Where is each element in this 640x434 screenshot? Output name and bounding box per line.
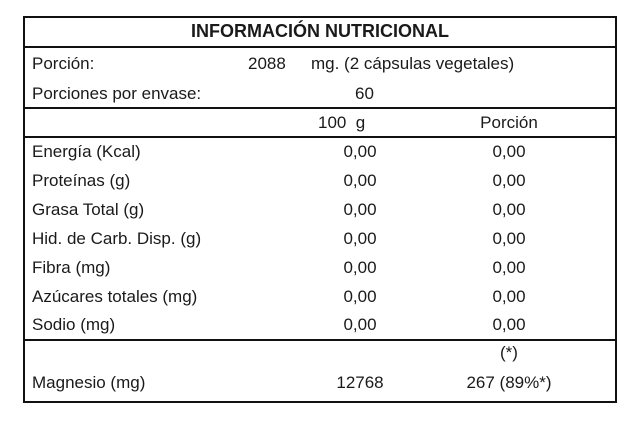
nutrient-per100: 0,00 [343,229,377,248]
magnesium-name: Magnesio (mg) [32,373,146,392]
nutrient-name: Energía (Kcal) [32,142,141,161]
servings-per-container-label: Porciones por envase: [32,84,202,103]
nutrient-per-serving: 0,00 [492,287,526,306]
nutrient-per-serving: 0,00 [492,258,526,277]
nutrient-per-serving: 0,00 [492,229,526,248]
nutrient-per-serving: 0,00 [492,315,526,334]
nutrient-per100: 0,00 [343,142,377,161]
serving-amount: 2088 [248,54,286,73]
magnesium-per-serving: 267 (89%*) [466,373,552,392]
footnote-mark: (*) [500,343,518,362]
serving-unit-desc: mg. (2 cápsulas vegetales) [311,54,515,73]
divider-columns [25,136,615,138]
divider-servings [25,107,615,109]
nutrient-name: Fibra (mg) [32,258,111,277]
nutrient-name: Azúcares totales (mg) [32,287,198,306]
column-per-serving: Porción [480,113,538,132]
nutrient-name: Proteínas (g) [32,171,131,190]
nutrition-facts-table: INFORMACIÓN NUTRICIONAL Porción: 2088 mg… [23,16,617,403]
nutrient-per100: 0,00 [343,287,377,306]
nutrient-per100: 0,00 [343,171,377,190]
column-per100: 100 g [318,113,366,132]
divider-nutrients [25,339,615,341]
divider-title [25,46,615,48]
nutrient-name: Grasa Total (g) [32,200,145,219]
nutrient-per100: 0,00 [343,200,377,219]
nutrient-per-serving: 0,00 [492,200,526,219]
table-title: INFORMACIÓN NUTRICIONAL [191,21,449,41]
nutrient-name: Hid. de Carb. Disp. (g) [32,229,202,248]
nutrient-per-serving: 0,00 [492,171,526,190]
nutrient-per100: 0,00 [343,258,377,277]
nutrient-per100: 0,00 [343,315,377,334]
servings-per-container-value: 60 [355,84,374,103]
nutrient-name: Sodio (mg) [32,315,116,334]
serving-label: Porción: [32,54,95,73]
nutrient-per-serving: 0,00 [492,142,526,161]
magnesium-per100: 12768 [336,373,384,392]
